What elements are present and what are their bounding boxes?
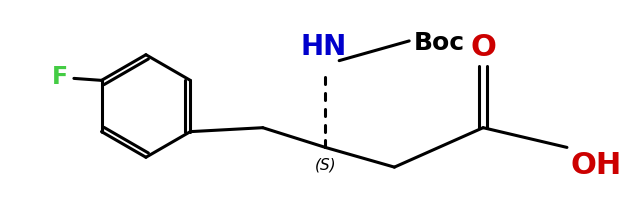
Text: Boc: Boc [414,31,465,55]
Text: O: O [470,33,496,62]
Text: (S): (S) [315,157,336,172]
Text: F: F [52,66,68,89]
Text: HN: HN [300,33,346,61]
Text: OH: OH [571,151,622,180]
